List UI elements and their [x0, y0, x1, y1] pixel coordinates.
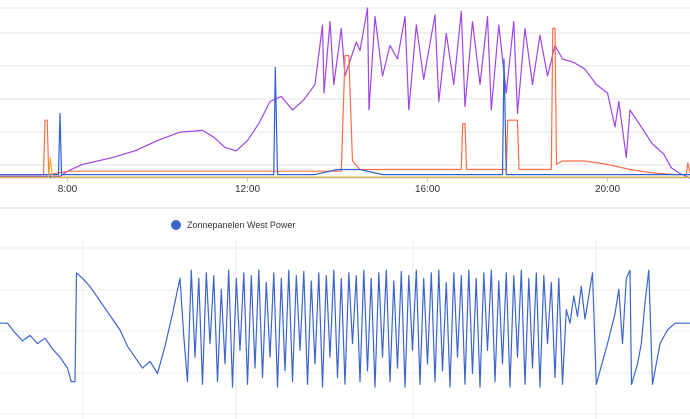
top-series-line-0: [0, 7, 690, 179]
top-series-line-2: [0, 58, 690, 176]
bottom-series-line-0: [0, 269, 690, 388]
x-tick-label-3: 20:00: [595, 184, 620, 195]
top-chart-x-axis: 8:00 12:00 16:00 20:00: [58, 178, 620, 195]
x-tick-label-2: 16:00: [415, 184, 440, 195]
top-series-line-1: [0, 27, 690, 176]
legend-label-zonnepanelen-west-power: Zonnepanelen West Power: [187, 220, 295, 230]
top-series-line-4: [0, 157, 690, 178]
legend-marker: [171, 220, 181, 230]
bottom-chart-series: [0, 269, 690, 388]
chart-legend[interactable]: Zonnepanelen West Power: [171, 220, 295, 230]
x-tick-label-0: 8:00: [58, 184, 78, 195]
top-chart-series: [0, 7, 690, 179]
top-chart-grid: [0, 7, 690, 179]
x-tick-label-1: 12:00: [235, 184, 260, 195]
